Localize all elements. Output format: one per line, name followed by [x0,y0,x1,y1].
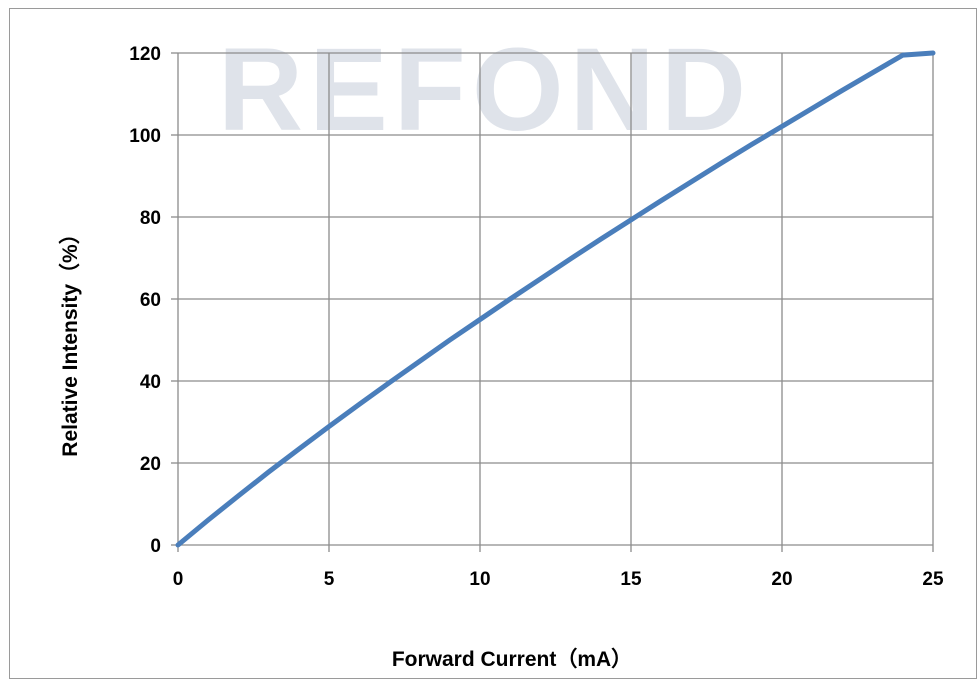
x-tick-label: 0 [173,569,184,590]
y-tick-label: 80 [140,208,161,229]
x-axis-title: Forward Current（mA） [392,647,632,671]
chart-frame [9,8,977,679]
brand-watermark: REFOND [218,24,752,156]
x-tick-label: 25 [922,569,944,590]
y-tick-label: 120 [129,44,161,65]
y-axis-ticks: 0 20 40 60 80 100 120 [129,44,161,557]
x-tick-label: 5 [324,569,335,590]
series-layer [175,50,936,548]
x-axis-ticks: 0 5 10 15 20 25 [173,569,944,590]
series-line [175,50,936,548]
y-tick-label: 100 [129,126,161,147]
watermark: REFOND [218,24,752,156]
x-tick-label: 20 [771,569,792,590]
grid [171,52,934,552]
y-tick-label: 0 [150,536,161,557]
y-tick-label: 40 [140,372,161,393]
x-tick-label: 15 [620,569,642,590]
x-tick-label: 10 [469,569,490,590]
y-tick-label: 60 [140,290,161,311]
y-tick-label: 20 [140,454,161,475]
y-axis-title: Relative Intensity（%） [58,223,82,456]
